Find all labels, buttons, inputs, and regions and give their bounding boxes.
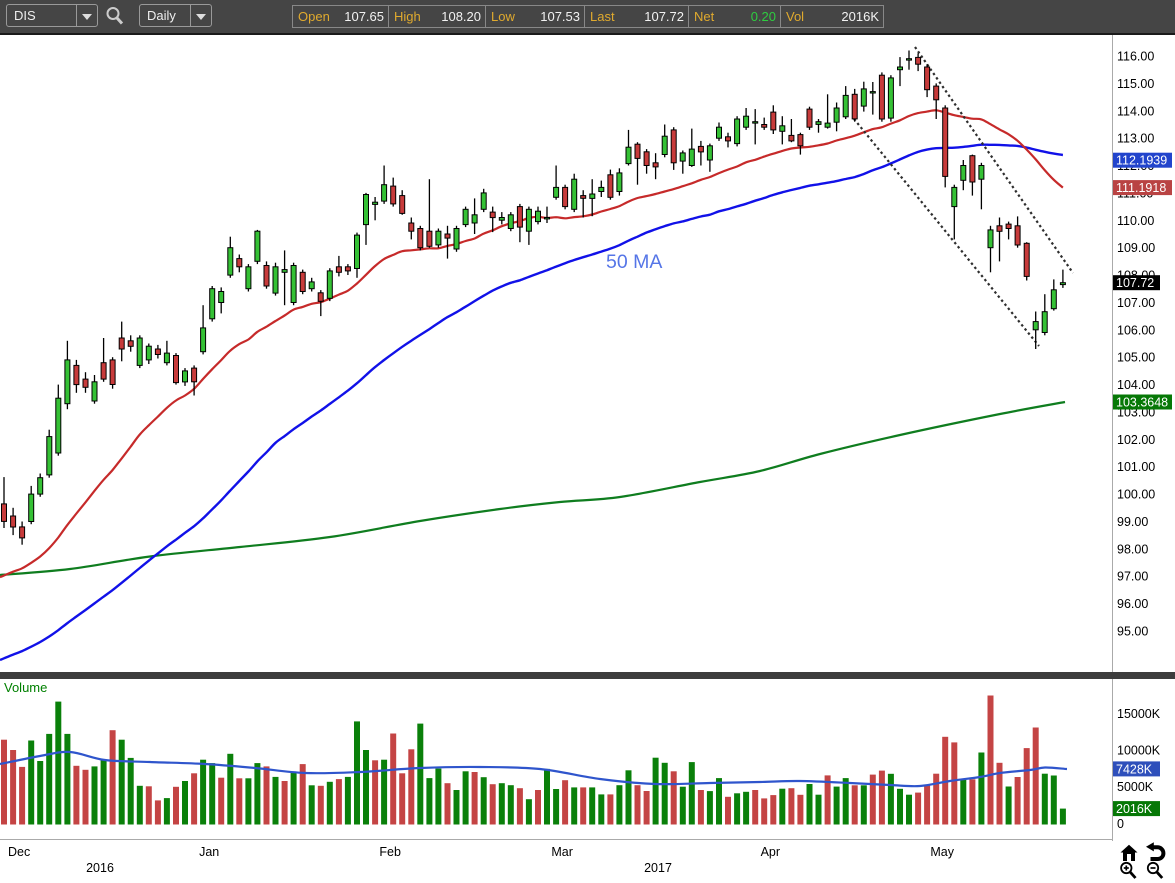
svg-text:Jan: Jan (199, 845, 219, 859)
svg-text:98.00: 98.00 (1117, 542, 1148, 556)
svg-text:114.00: 114.00 (1117, 104, 1154, 118)
svg-text:Apr: Apr (761, 845, 780, 859)
svg-text:2016K: 2016K (1116, 802, 1153, 816)
svg-text:7428K: 7428K (1116, 762, 1153, 776)
svg-text:115.00: 115.00 (1117, 77, 1154, 91)
svg-text:5000K: 5000K (1117, 780, 1154, 794)
svg-text:15000K: 15000K (1117, 707, 1161, 721)
svg-text:116.00: 116.00 (1117, 50, 1154, 64)
svg-text:95.00: 95.00 (1117, 625, 1148, 639)
svg-text:102.00: 102.00 (1117, 433, 1155, 447)
svg-text:101.00: 101.00 (1117, 460, 1155, 474)
svg-text:105.00: 105.00 (1117, 351, 1155, 365)
svg-text:112.1939: 112.1939 (1116, 154, 1167, 168)
svg-text:107.72: 107.72 (1116, 276, 1154, 290)
svg-text:113.00: 113.00 (1117, 132, 1154, 146)
svg-text:107.00: 107.00 (1117, 296, 1155, 310)
svg-text:96.00: 96.00 (1117, 597, 1148, 611)
svg-text:Mar: Mar (551, 845, 573, 859)
svg-text:0: 0 (1117, 817, 1124, 831)
svg-text:97.00: 97.00 (1117, 570, 1148, 584)
svg-text:May: May (930, 845, 954, 859)
svg-text:106.00: 106.00 (1117, 323, 1155, 337)
svg-text:100.00: 100.00 (1117, 488, 1155, 502)
svg-text:111.1918: 111.1918 (1116, 181, 1166, 195)
svg-text:110.00: 110.00 (1117, 214, 1154, 228)
svg-text:104.00: 104.00 (1117, 378, 1155, 392)
svg-text:109.00: 109.00 (1117, 241, 1155, 255)
svg-text:Volume: Volume (4, 680, 47, 695)
svg-text:2017: 2017 (644, 861, 672, 875)
svg-text:99.00: 99.00 (1117, 515, 1148, 529)
svg-text:Dec: Dec (8, 845, 30, 859)
svg-text:50 MA: 50 MA (606, 251, 662, 273)
svg-text:Feb: Feb (379, 845, 401, 859)
svg-text:103.3648: 103.3648 (1116, 396, 1168, 410)
svg-text:10000K: 10000K (1117, 744, 1161, 758)
svg-text:2016: 2016 (86, 861, 114, 875)
